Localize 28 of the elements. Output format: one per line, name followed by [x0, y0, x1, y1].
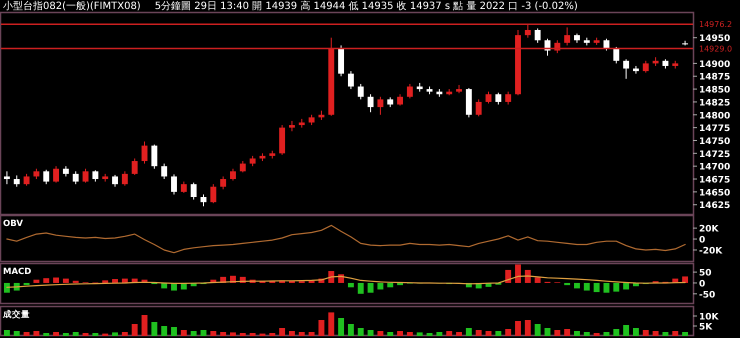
y-tick-label: 14700: [699, 162, 730, 173]
y-tick-label: 14725: [699, 150, 730, 160]
y-tick-label: 14825: [699, 98, 730, 108]
y-tick-label: -50: [699, 290, 716, 300]
y-tick-label: 20K: [699, 224, 720, 235]
y-tick-label: 0: [699, 236, 706, 246]
chart-subtitle: 5分鐘圖 29日 13:40 開 14939 高 14944 低 14935 收 14937 s 點 量 2022 口 -3 (-0.02%): [154, 0, 578, 12]
y-tick-label: 14850: [699, 86, 730, 96]
ref-line-label: 14976.2: [699, 20, 732, 30]
y-tick-label: 14950: [699, 34, 730, 44]
y-tick-label: 5K: [699, 322, 714, 332]
y-tick-label: 14800: [699, 111, 730, 122]
y-tick-label: 50: [699, 268, 712, 279]
y-tick-label: 0: [699, 279, 706, 290]
y-tick-label: 10K: [699, 312, 720, 322]
y-tick-label: 14750: [699, 136, 730, 147]
y-tick-label: 14900: [699, 60, 730, 70]
y-tick-label: 14650: [699, 188, 730, 198]
chart-title: 小型台指082(一般)(FIMTX08): [3, 0, 141, 12]
ref-line-label: 14929.0: [699, 44, 732, 54]
text: MACD: [3, 267, 32, 277]
text: 成交量: [2, 309, 30, 320]
text: OBV: [3, 219, 24, 229]
y-tick-label: 14775: [699, 124, 730, 134]
y-tick-label: 14675: [699, 176, 730, 186]
y-tick-label: 14875: [699, 72, 730, 83]
y-tick-label: -20K: [699, 246, 724, 256]
y-tick-label: 14625: [699, 201, 730, 212]
